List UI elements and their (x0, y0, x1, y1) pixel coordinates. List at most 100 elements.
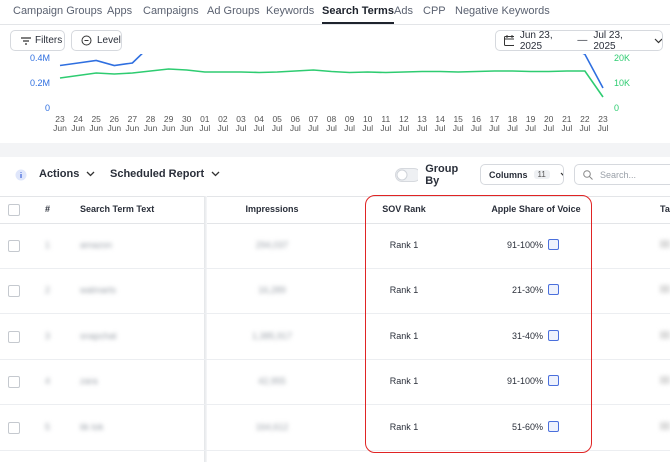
x-tick-day: 16 (472, 114, 482, 124)
series-line (59, 68, 604, 98)
x-tick-month: Jul (217, 123, 228, 133)
tap-cell (660, 330, 670, 339)
row-divider (0, 404, 670, 405)
trend-icon[interactable] (548, 329, 559, 341)
level-label: Level (97, 35, 121, 46)
group-by-label: Group By (425, 162, 459, 187)
x-tick-day: 17 (490, 114, 500, 124)
column-header: Search Term Text (80, 204, 155, 214)
columns-count: 11 (533, 170, 550, 179)
tab[interactable]: Search Terms (322, 5, 394, 17)
x-tick-month: Jul (272, 123, 283, 133)
tab[interactable]: Keywords (266, 5, 315, 17)
x-tick-month: Jun (162, 123, 176, 133)
x-tick-month: Jul (380, 123, 391, 133)
search-placeholder: Search... (600, 169, 637, 180)
row-divider (0, 267, 670, 269)
chevron (211, 171, 220, 177)
x-tick-day: 20 (544, 114, 554, 124)
tab[interactable]: Apps (107, 5, 133, 17)
trend-icon[interactable] (548, 238, 559, 250)
x-tick-month: Jun (71, 123, 85, 133)
tab[interactable]: Ads (394, 5, 413, 17)
row-number: 4 (45, 376, 51, 387)
share-of-voice: 91-100% (506, 239, 543, 250)
impressions: 42,955 (258, 376, 286, 387)
y-tick-label: 0.4M (30, 53, 50, 63)
share-of-voice: 91-100% (506, 376, 543, 387)
group-by-toggle[interactable]: Group By (390, 162, 470, 187)
series-line (59, 54, 604, 89)
tab[interactable]: Ad Groups (207, 5, 260, 17)
x-tick-day: 04 (254, 114, 264, 124)
row-number: 5 (45, 421, 51, 432)
trend-icon[interactable] (548, 375, 559, 387)
date-start: Jun 23, 2025 (519, 29, 553, 52)
x-tick-day: 06 (291, 114, 301, 124)
search-term: amazon (80, 239, 113, 250)
x-tick-day: 08 (327, 114, 337, 124)
search-term: snapchat (80, 330, 117, 341)
highlight-box (365, 195, 592, 453)
date-range[interactable]: Jun 23, 2025 — Jul 23, 2025 (495, 29, 663, 52)
x-tick-day: 23 (55, 114, 65, 124)
x-tick-day: 01 (200, 114, 210, 124)
x-tick-day: 15 (453, 114, 463, 124)
filters-button[interactable]: Filters (10, 30, 65, 51)
x-tick-month: Jun (144, 123, 158, 133)
sov-rank: Rank 1 (389, 421, 419, 432)
column-header: Apple Share of Voice (491, 204, 581, 214)
select-all-checkbox[interactable] (8, 204, 20, 216)
column-header: SOV Rank (382, 204, 426, 214)
row-checkbox[interactable] (8, 330, 20, 343)
row-checkbox[interactable] (8, 239, 20, 252)
x-tick-month: Jul (308, 123, 319, 133)
x-tick-day: 12 (399, 114, 409, 124)
sov-rank: Rank 1 (389, 285, 419, 296)
impressions: 16,289 (258, 285, 286, 296)
tab[interactable]: Campaign Groups (13, 5, 103, 17)
x-tick-month: Jul (236, 123, 247, 133)
row-number: 2 (45, 285, 51, 296)
trend-icon[interactable] (548, 284, 559, 296)
x-tick-month: Jul (398, 123, 409, 133)
x-tick-month: Jul (435, 123, 446, 133)
tab[interactable]: CPP (423, 5, 446, 17)
x-tick-month: Jun (89, 123, 103, 133)
y-tick-label: 0 (45, 103, 50, 113)
tap-cell (660, 285, 670, 294)
x-tick-month: Jun (107, 123, 121, 133)
search-input[interactable]: Search... (574, 164, 670, 185)
info-icon[interactable] (15, 169, 27, 181)
level-button[interactable]: Level (71, 30, 122, 51)
y2-tick-label: 0 (614, 103, 619, 113)
tap-cell (660, 421, 670, 430)
scheduled-report-label: Scheduled Report (110, 168, 205, 180)
row-divider (0, 358, 670, 360)
tab[interactable]: Negative Keywords (455, 5, 550, 17)
table-header (0, 196, 670, 224)
chart: 00.2M0.4M010K20K23Jun24Jun25Jun26Jun27Ju… (30, 53, 630, 133)
sov-rank: Rank 1 (389, 376, 419, 387)
actions-dropdown[interactable]: Actions (39, 168, 95, 180)
trend-icon[interactable] (548, 420, 559, 432)
x-tick-day: 28 (146, 114, 156, 124)
x-tick-day: 26 (110, 114, 120, 124)
tab[interactable]: Campaigns (143, 5, 199, 17)
x-tick-day: 13 (417, 114, 427, 124)
columns-button[interactable]: Columns 11 (480, 164, 564, 185)
x-tick-month: Jul (199, 123, 210, 133)
scheduled-report-dropdown[interactable]: Scheduled Report (110, 168, 220, 180)
x-tick-day: 05 (272, 114, 282, 124)
filters-label: Filters (35, 35, 63, 46)
y-tick-label: 0.2M (30, 78, 50, 88)
x-tick-day: 27 (128, 114, 138, 124)
row-checkbox[interactable] (8, 421, 20, 434)
row-checkbox[interactable] (8, 376, 20, 389)
date-separator: — (577, 35, 588, 46)
column-header: Impressions (245, 204, 299, 214)
tab-bar (0, 0, 670, 25)
row-checkbox[interactable] (8, 285, 20, 298)
date-end: Jul 23, 2025 (593, 29, 623, 52)
sov-rank: Rank 1 (389, 239, 419, 250)
